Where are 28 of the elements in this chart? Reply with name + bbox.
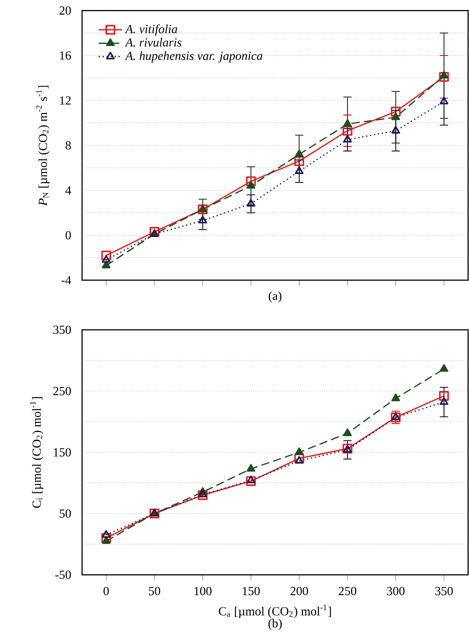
legend-label: A. rivularis: [124, 38, 182, 47]
x-tick-label: 250: [338, 586, 356, 596]
legend-label: A. hupehensis var. japonica: [124, 51, 262, 62]
y-tick-label: 350: [53, 326, 71, 334]
y-tick-label: 150: [54, 448, 71, 456]
y-tick-label: -4: [62, 276, 72, 284]
x-tick-label: 350: [435, 586, 453, 596]
x-axis-title: C$_{a}$ [µmol (CO$_{2}$) mol$^{-1}$]: [218, 604, 331, 618]
x-tick-label: 200: [290, 586, 308, 596]
y-tick-label: 20: [60, 6, 71, 15]
y-tick-label: 0: [66, 231, 71, 240]
y-tick-label: 8: [66, 141, 71, 150]
text: (a): [268, 291, 282, 303]
x-tick-label: 150: [242, 586, 260, 596]
y-tick-label: 4: [65, 186, 72, 194]
legend-label: A. vitifolia: [124, 24, 178, 36]
y-tick-label: 250: [53, 386, 71, 396]
text: (b): [268, 618, 282, 630]
y-tick-label: 12: [60, 96, 71, 105]
x-tick-label: 50: [149, 586, 160, 596]
x-tick-label: 0: [104, 586, 109, 596]
x-tick-label: 100: [194, 586, 212, 596]
text: P$_{N}$ [µmol (CO$_{2}$) m$^{-2}$ s$^{-1}$]: [36, 86, 50, 206]
y-tick-label: -50: [55, 570, 71, 579]
x-tick-label: 300: [387, 586, 405, 596]
y-tick-label: 16: [60, 51, 72, 60]
y-axis-title: C$_{i}$ [µmol (CO$_{2}$) mol$^{-1}$]: [30, 397, 44, 508]
y-tick-label: 50: [60, 509, 71, 518]
